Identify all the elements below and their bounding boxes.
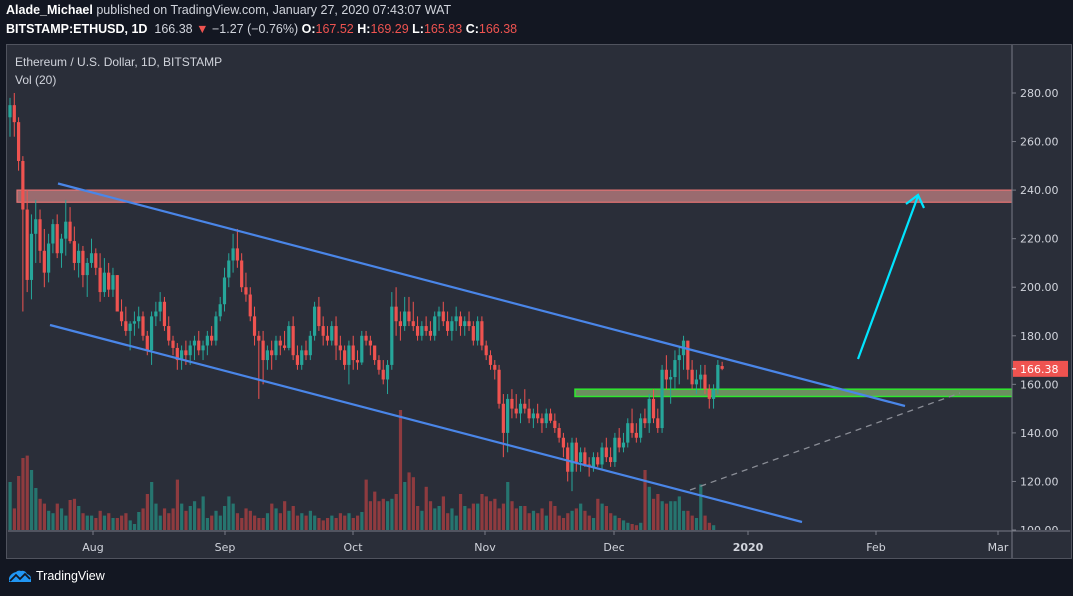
open-label: O: <box>301 22 316 36</box>
channel-lower-line <box>49 323 803 524</box>
volume-indicator-label[interactable]: Vol (20) <box>15 73 57 87</box>
open-value: 167.52 <box>315 22 354 36</box>
published-text: published on TradingView.com, January 27… <box>92 3 452 17</box>
svg-text:Oct: Oct <box>343 541 363 554</box>
resistance-zone <box>16 189 1012 203</box>
down-triangle-icon: ▼ <box>196 22 209 36</box>
svg-text:Dec: Dec <box>603 541 624 554</box>
tradingview-logo-icon <box>9 570 31 582</box>
brand-name: TradingView <box>36 569 105 583</box>
svg-text:140.00: 140.00 <box>1020 427 1059 440</box>
svg-text:166.38: 166.38 <box>1020 363 1059 376</box>
price-change: −1.27 (−0.76%) <box>211 22 299 36</box>
chart-pane[interactable] <box>6 44 1072 559</box>
svg-text:Feb: Feb <box>866 541 885 554</box>
svg-text:200.00: 200.00 <box>1020 281 1059 294</box>
publish-info: Alade_Michael published on TradingView.c… <box>6 3 451 17</box>
svg-text:180.00: 180.00 <box>1020 330 1059 343</box>
svg-text:2020: 2020 <box>733 541 764 554</box>
svg-text:160.00: 160.00 <box>1020 378 1059 391</box>
svg-text:Aug: Aug <box>82 541 103 554</box>
current-price-tag <box>1013 360 1068 377</box>
low-value: 165.83 <box>423 22 463 36</box>
close-value: 166.38 <box>478 22 518 36</box>
symbol-label: BITSTAMP:ETHUSD, 1D <box>6 22 148 36</box>
close-label: C: <box>465 22 479 36</box>
svg-text:100.00: 100.00 <box>1020 524 1059 537</box>
series-title: Ethereum / U.S. Dollar, 1D, BITSTAMP <box>15 55 223 69</box>
svg-text:240.00: 240.00 <box>1020 184 1059 197</box>
svg-text:260.00: 260.00 <box>1020 136 1059 149</box>
author-name[interactable]: Alade_Michael <box>6 3 93 17</box>
svg-text:Sep: Sep <box>215 541 236 554</box>
svg-text:Mar: Mar <box>988 541 1009 554</box>
svg-text:220.00: 220.00 <box>1020 233 1059 246</box>
svg-text:120.00: 120.00 <box>1020 475 1059 488</box>
chart-legend: Ethereum / U.S. Dollar, 1D, BITSTAMP Vol… <box>15 53 222 89</box>
high-value: 169.29 <box>370 22 409 36</box>
channel-upper-line <box>57 182 906 408</box>
svg-text:280.00: 280.00 <box>1020 87 1059 100</box>
high-label: H: <box>357 22 371 36</box>
low-label: L: <box>412 22 424 36</box>
last-price: 166.38 <box>154 22 193 36</box>
svg-text:Nov: Nov <box>474 541 496 554</box>
tradingview-footer: TradingView <box>8 569 105 583</box>
support-zone <box>574 388 1012 398</box>
symbol-info: BITSTAMP:ETHUSD, 1D 166.38 ▼ −1.27 (−0.7… <box>6 22 517 36</box>
